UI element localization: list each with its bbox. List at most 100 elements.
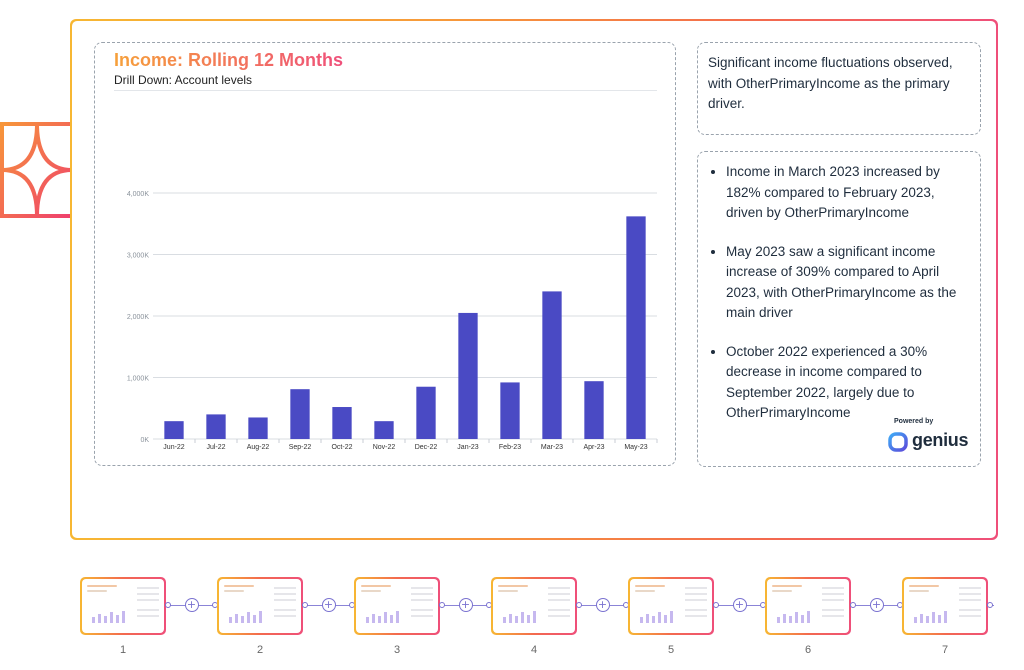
slide-thumbnail[interactable] (491, 577, 577, 635)
thumbnail-text-line (274, 609, 296, 611)
insights-box[interactable]: Income in March 2023 increased by 182% c… (697, 151, 981, 467)
thumbnail-text-line (685, 615, 707, 617)
thumbnail-text-line (959, 599, 981, 601)
slide-number: 6 (804, 644, 812, 656)
thumbnail-bar (640, 617, 643, 623)
thumbnail-bar (104, 616, 107, 623)
thumbnail-text-line (959, 615, 981, 617)
thumbnail-bar (783, 614, 786, 623)
thumbnail-preview (493, 579, 575, 633)
x-tick-label: Nov-22 (373, 444, 396, 451)
connector-dot (165, 602, 171, 608)
bar (542, 291, 562, 439)
slide-thumbnail[interactable] (765, 577, 851, 635)
thumbnail-bar (926, 616, 929, 623)
x-tick-label: May-23 (624, 444, 647, 451)
x-tick-label: Oct-22 (331, 444, 352, 451)
thumbnail-text-line (822, 609, 844, 611)
powered-by-logo: Powered by genius (886, 418, 969, 458)
slide-number: 5 (667, 644, 675, 656)
slide-number: 7 (941, 644, 949, 656)
thumbnail-text-line (685, 593, 707, 595)
thumbnail-title-line (224, 585, 254, 587)
thumbnail-text-line (274, 587, 296, 589)
income-bar-chart: 0K 1,000K 2,000K 3,000K 4,000K Jun-22 Jul-22 Au… (127, 191, 658, 451)
thumbnail-text-line (137, 615, 159, 617)
thumbnail-text-line (822, 593, 844, 595)
thumbnail-title-line (909, 585, 939, 587)
thumbnail-bar (777, 617, 780, 623)
add-slide-button[interactable]: + (184, 598, 199, 612)
thumbnail-bar (795, 612, 798, 623)
chart-panel[interactable]: Income: Rolling 12 Months Drill Down: Ac… (94, 42, 676, 466)
add-slide-button[interactable]: + (869, 598, 884, 612)
x-tick-label: Feb-23 (499, 444, 521, 451)
insight-item: October 2022 experienced a 30% decrease … (726, 342, 970, 424)
slide-thumbnail[interactable] (217, 577, 303, 635)
add-slide-button[interactable]: + (458, 598, 473, 612)
bar (248, 417, 268, 439)
thumbnail-bar (789, 616, 792, 623)
slide-thumbnail[interactable] (902, 577, 988, 635)
thumbnail-preview (219, 579, 301, 633)
bar (206, 414, 226, 439)
thumbnail-bar (801, 615, 804, 623)
chart-title: Income: Rolling 12 Months (114, 50, 344, 70)
thumbnail-text-line (137, 593, 159, 595)
thumbnail-bar (920, 614, 923, 623)
x-tick-label: Sep-22 (289, 444, 312, 451)
thumbnail-bar (646, 614, 649, 623)
connector-dot (713, 602, 719, 608)
thumbnail-bar (664, 615, 667, 623)
thumbnail-bar (396, 611, 399, 623)
thumbnail-title-line (635, 585, 665, 587)
thumbnail-text-line (685, 609, 707, 611)
thumbnail-text-line (411, 593, 433, 595)
genius-wordmark: genius (912, 430, 969, 450)
thumbnail-text-line (411, 587, 433, 589)
chart-subtitle: Drill Down: Account levels (114, 73, 253, 87)
slide-timeline: 1 +2 +3 +4 +5 +6 +7 (0, 570, 1024, 670)
thumbnail-bar (527, 615, 530, 623)
x-tick-label: Aug-22 (247, 444, 270, 451)
y-tick-label: 4,000K (127, 191, 150, 198)
add-slide-button[interactable]: + (321, 598, 336, 612)
slide-canvas: Income: Rolling 12 Months Drill Down: Ac… (72, 21, 996, 538)
add-slide-button[interactable]: + (595, 598, 610, 612)
thumbnail-bar (932, 612, 935, 623)
thumbnail-title-line (498, 585, 528, 587)
summary-box[interactable]: Significant income fluctuations observed… (697, 42, 981, 135)
thumbnail-title-line (361, 585, 391, 587)
slide-thumbnail[interactable] (354, 577, 440, 635)
slide-thumbnail[interactable] (628, 577, 714, 635)
thumbnail-title-line (772, 585, 802, 587)
thumbnail-bar (110, 612, 113, 623)
connector-dot (850, 602, 856, 608)
bar (164, 421, 184, 439)
thumbnail-preview (82, 579, 164, 633)
brand-star-icon (0, 122, 74, 218)
slide-number: 3 (393, 644, 401, 656)
thumbnail-subtitle-line (224, 590, 244, 592)
thumbnail-bar (914, 617, 917, 623)
slide-thumbnail[interactable] (80, 577, 166, 635)
connector-dot (576, 602, 582, 608)
thumbnail-text-line (822, 587, 844, 589)
add-slide-button[interactable]: + (732, 598, 747, 612)
bar (374, 421, 394, 439)
thumbnail-bar (509, 614, 512, 623)
thumbnail-bar (378, 616, 381, 623)
thumbnail-text-line (959, 593, 981, 595)
bar (332, 407, 352, 439)
thumbnail-bar (122, 611, 125, 623)
thumbnail-bar (390, 615, 393, 623)
thumbnail-text-line (548, 599, 570, 601)
thumbnail-bar (372, 614, 375, 623)
thumbnail-bar (259, 611, 262, 623)
powered-by-label: Powered by (894, 418, 934, 425)
thumbnail-preview (767, 579, 849, 633)
thumbnail-bar (247, 612, 250, 623)
connector-dot (302, 602, 308, 608)
thumbnail-preview (904, 579, 986, 633)
thumbnail-subtitle-line (87, 590, 107, 592)
